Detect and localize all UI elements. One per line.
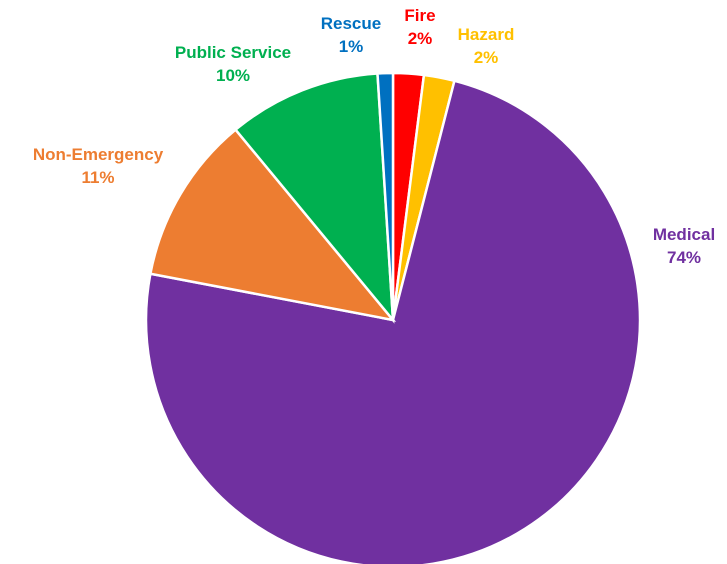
slice-label-medical: Medical [653,225,715,244]
slice-percent-fire: 2% [408,29,433,48]
slice-label-public-service: Public Service [175,43,291,62]
slice-percent-medical: 74% [667,248,701,267]
slice-label-hazard: Hazard [458,25,515,44]
pie-labels: Fire 2% Hazard 2% Medical 74% Non-Emergency 11%… [33,6,715,267]
slice-label-fire: Fire [404,6,435,25]
slice-public-service [233,72,395,324]
pie-slices [144,71,642,564]
slice-non-emergency [148,127,397,322]
slice-percent-rescue: 1% [339,37,364,56]
slice-percent-non-emergency: 11% [81,168,114,187]
slice-label-non-emergency: Non-Emergency [33,145,164,164]
slice-medical [144,79,642,564]
slice-rescue [376,71,395,321]
slice-percent-public-service: 10% [216,66,250,85]
slice-label-rescue: Rescue [321,14,381,33]
slice-percent-hazard: 2% [474,48,499,67]
